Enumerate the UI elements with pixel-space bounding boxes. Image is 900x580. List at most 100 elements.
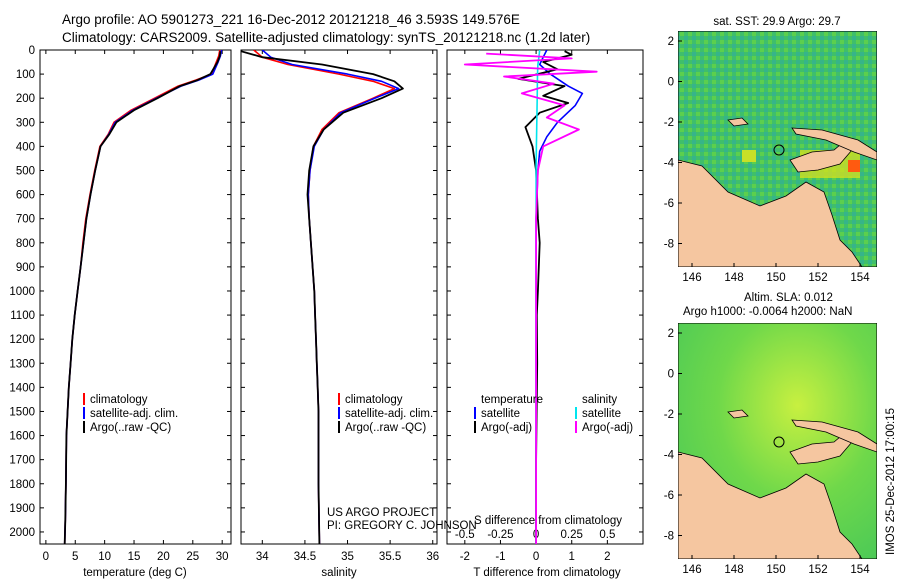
legend-label-satellite: satellite-adj. clim.: [90, 408, 178, 420]
sst-map: [678, 31, 877, 267]
s-diff-x-axis: -0.5 -0.25 0 0.25 0.5: [455, 529, 615, 541]
x-tick-label: 2: [604, 551, 610, 563]
difference-panel-frame: [446, 49, 644, 545]
map-y-tick-label: 0: [668, 369, 674, 381]
depth-tick-label: 900: [16, 262, 35, 274]
temperature-legend: climatology satellite-adj. clim. Argo(..…: [83, 393, 178, 434]
x-tick-label: -1: [495, 551, 505, 563]
depth-tick-label: 1000: [9, 286, 35, 298]
depth-tick-label: 300: [16, 117, 35, 129]
map-y-tick-label: 0: [668, 77, 674, 89]
header-line-2: Climatology: CARS2009. Satellite-adjuste…: [62, 30, 590, 45]
series-line-climatology: [63, 50, 221, 544]
sla-land-new-ireland: [791, 419, 877, 453]
map-x-tick-label: 148: [724, 564, 743, 576]
depth-tick-label: 1100: [10, 310, 35, 322]
depth-tick-label: 800: [16, 238, 35, 250]
depth-tick-label: 0: [29, 45, 35, 57]
salinity-panel-frame: [240, 49, 438, 545]
x-tick-label: 5: [72, 551, 78, 563]
x-tick-label: 0: [43, 551, 49, 563]
t-diff-x-axis: -2 -1 0 1 2: [460, 50, 611, 563]
pi-annotation: PI: GREGORY C. JOHNSON: [327, 520, 477, 532]
sla-land-manus: [727, 409, 749, 419]
map-x-tick-label: 146: [682, 564, 701, 576]
map-y-tick-label: -8: [664, 239, 674, 251]
map-y-tick-label: 2: [668, 36, 674, 48]
salinity-x-axis: 34 34.5 35 35.5 36: [256, 50, 439, 563]
map-y-tick-label: -2: [664, 409, 674, 421]
series-line-temperature-argo-adj-: [517, 50, 573, 544]
s-diff-tick-label: 0.25: [561, 529, 583, 541]
depth-tick-label: 2000: [9, 527, 35, 539]
sst-argo-location: [773, 144, 785, 156]
legend-label-climatology: climatology: [345, 394, 403, 406]
map-x-tick-label: 146: [682, 272, 701, 284]
map-x-tick-label: 150: [766, 564, 785, 576]
sst-warm-spot: [742, 150, 756, 162]
t-diff-axis-label: T difference from climatology: [473, 567, 620, 579]
s-diff-axis-label: S difference from climatology: [474, 515, 622, 527]
series-line-satellite-adj-clim-: [63, 50, 223, 544]
difference-series: [463, 50, 598, 544]
temperature-axis-label: temperature (deg C): [83, 567, 187, 579]
map-y-tick-label: -6: [664, 198, 674, 210]
sla-map: [678, 323, 877, 559]
depth-tick-label: 1300: [9, 358, 35, 370]
legend-label-s-argo: Argo(-adj): [582, 422, 633, 434]
sla-map-title-1: Altim. SLA: 0.012: [744, 292, 833, 304]
depth-tick-label: 1700: [9, 455, 35, 467]
sst-hot-spot: [848, 160, 860, 172]
x-tick-label: 35: [341, 551, 354, 563]
x-tick-label: 20: [157, 551, 170, 563]
map-y-tick-label: -8: [664, 531, 674, 543]
s-diff-tick-label: -0.5: [455, 529, 475, 541]
series-line-argo-raw-qc-: [63, 51, 222, 544]
legend-label-climatology: climatology: [90, 394, 148, 406]
x-tick-label: 35.5: [379, 551, 401, 563]
temperature-series: [63, 50, 223, 544]
sst-land-new-ireland: [791, 127, 877, 161]
header-line-1: Argo profile: AO 5901273_221 16-Dec-2012…: [62, 12, 520, 27]
legend-label-argo: Argo(..raw -QC): [90, 422, 171, 434]
depth-tick-label: 1500: [9, 406, 35, 418]
salinity-series: [241, 50, 404, 544]
depth-tick-label: 1900: [9, 503, 35, 515]
x-tick-label: 25: [186, 551, 199, 563]
map-x-tick-label: 154: [850, 272, 870, 284]
map-y-tick-label: -6: [664, 490, 674, 502]
x-tick-label: 34.5: [294, 551, 316, 563]
legend-heading-temperature: temperature: [481, 394, 543, 406]
sst-map-title: sat. SST: 29.9 Argo: 29.7: [713, 16, 840, 28]
x-tick-label: -2: [460, 551, 470, 563]
map-x-tick-label: 154: [850, 564, 870, 576]
depth-tick-label: 1800: [9, 479, 35, 491]
x-tick-label: 15: [128, 551, 141, 563]
project-annotation: US ARGO PROJECT: [327, 507, 436, 519]
map-x-tick-label: 148: [724, 272, 743, 284]
depth-tick-label: 1400: [9, 382, 35, 394]
depth-tick-label: 500: [16, 165, 35, 177]
depth-tick-label: 1200: [9, 334, 35, 346]
depth-tick-label: 200: [16, 93, 35, 105]
legend-label-argo: Argo(..raw -QC): [345, 422, 426, 434]
legend-label-t-argo: Argo(-adj): [481, 422, 532, 434]
series-line-climatology: [253, 50, 396, 544]
difference-legend: temperature salinity satellite Argo(-adj…: [474, 394, 633, 434]
depth-tick-label: 100: [16, 69, 35, 81]
salinity-axis-label: salinity: [321, 567, 356, 579]
map-y-tick-label: -2: [664, 117, 674, 129]
x-tick-label: 1: [569, 551, 575, 563]
s-diff-tick-label: -0.25: [487, 529, 513, 541]
map-y-tick-label: -4: [664, 158, 675, 170]
imos-timestamp: IMOS 25-Dec-2012 17:00:15: [885, 408, 897, 555]
sla-map-axes: 146 148 150 152 154 2 0 -2 -4 -6 -8: [664, 328, 870, 576]
legend-label-t-satellite: satellite: [481, 408, 520, 420]
sla-land-new-guinea: [678, 451, 863, 559]
sst-land-manus: [727, 117, 749, 127]
x-tick-label: 30: [216, 551, 229, 563]
series-line-temperature-satellite: [535, 50, 584, 544]
x-tick-label: 36: [426, 551, 439, 563]
salinity-legend: climatology satellite-adj. clim. Argo(..…: [338, 393, 433, 434]
